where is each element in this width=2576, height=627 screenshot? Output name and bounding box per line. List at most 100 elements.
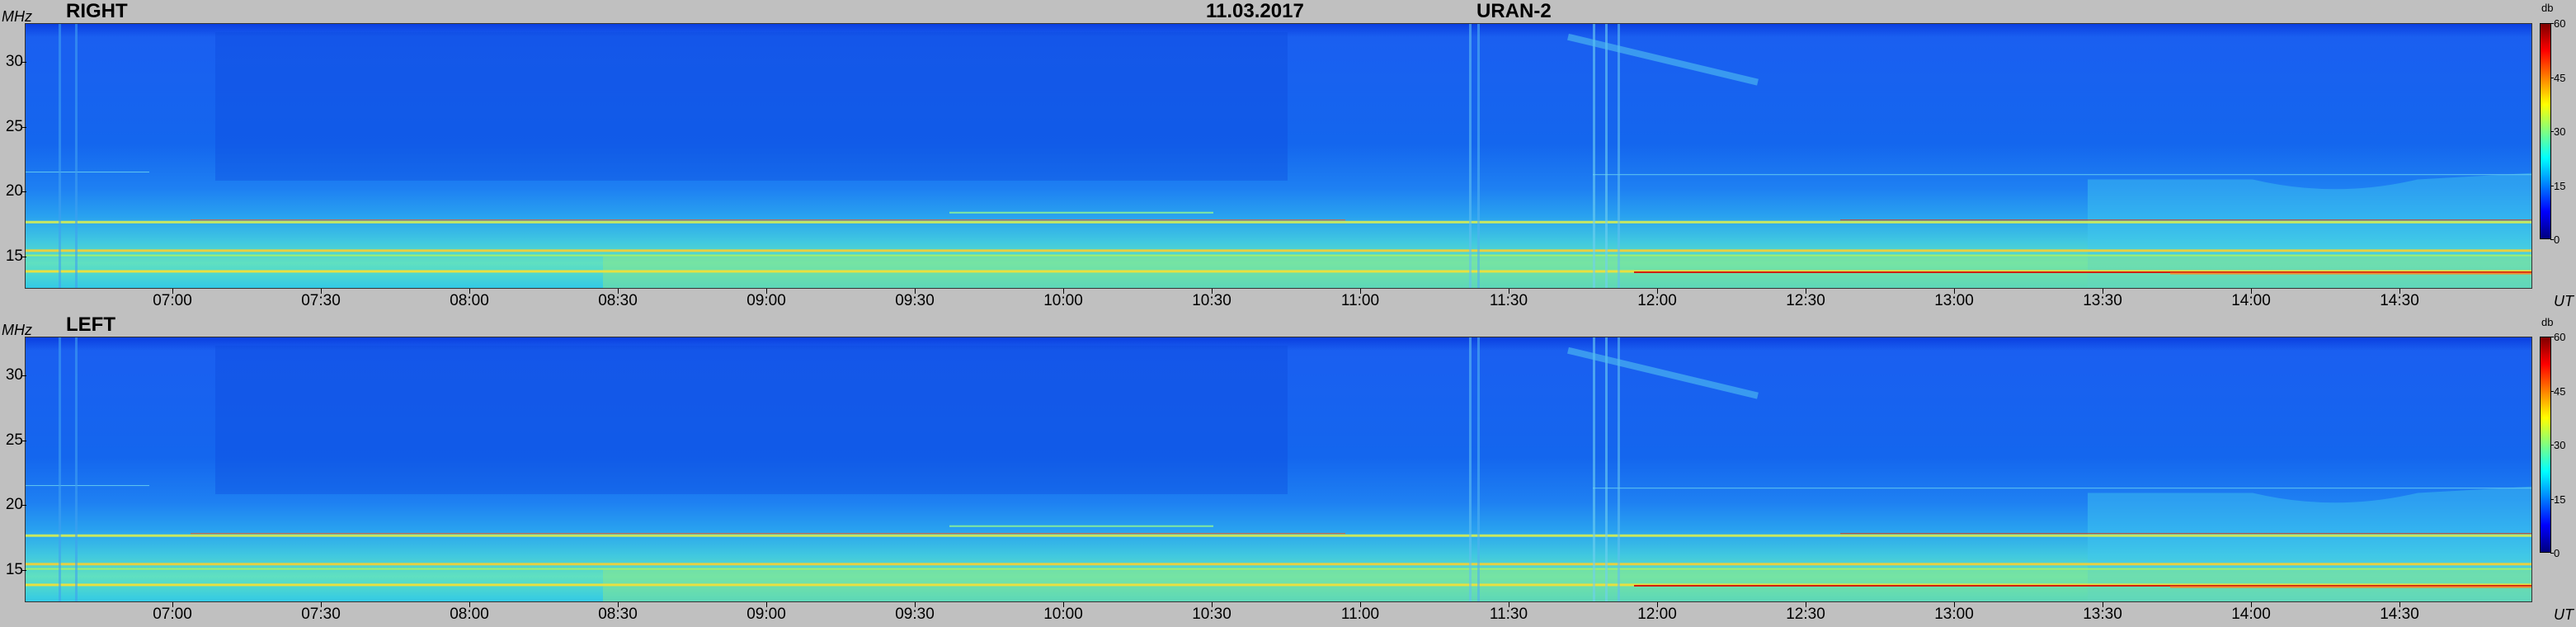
interference-band: [26, 249, 2531, 252]
drifting-burst: [1567, 346, 1759, 399]
x-tick-label: 07:30: [301, 606, 341, 623]
x-tick-label: 13:30: [2083, 292, 2122, 309]
colorbar-tick-mark: [2550, 553, 2554, 554]
colorbar-tick-label: 15: [2554, 179, 2566, 192]
vertical-burst: [1477, 24, 1480, 288]
interference-band: [2170, 272, 2531, 275]
vertical-burst: [1618, 24, 1620, 288]
x-tick-mark: [2399, 289, 2400, 294]
interference-band: [26, 583, 2531, 587]
x-tick-mark: [618, 602, 619, 607]
spectrogram-background: [26, 337, 2531, 601]
instrument-title: URAN-2: [1476, 0, 1552, 22]
y-tick-label: 15: [5, 247, 23, 265]
colorbar-tick-mark: [2550, 23, 2554, 24]
interference-band: [26, 220, 2531, 224]
colorbar-tick-mark: [2550, 390, 2554, 392]
interference-band: [1634, 271, 2531, 274]
y-tick-mark: [21, 569, 26, 571]
x-tick-mark: [1954, 289, 1955, 294]
colorbar-tick-mark: [2550, 498, 2554, 500]
x-tick-mark: [2399, 602, 2400, 607]
x-tick-mark: [766, 289, 767, 294]
colorbar-tick-label: 60: [2554, 331, 2566, 343]
interference-band: [1593, 174, 2531, 176]
interference-band: [191, 533, 1345, 535]
y-tick-mark: [21, 62, 26, 64]
interference-band: [26, 270, 2531, 273]
interference-band: [949, 525, 1213, 527]
x-tick-label: 10:30: [1192, 606, 1231, 623]
x-tick-label: 07:00: [153, 292, 192, 309]
x-tick-label: 09:00: [746, 292, 786, 309]
y-tick-mark: [21, 126, 26, 128]
vertical-burst: [1605, 24, 1608, 288]
y-tick-mark: [21, 375, 26, 377]
y-axis-unit-left: MHz: [2, 322, 32, 338]
x-tick-mark: [915, 602, 916, 607]
vertical-burst: [75, 24, 78, 288]
low-intensity-region: [215, 346, 1288, 494]
colorbar-tick-mark: [2550, 239, 2554, 240]
interference-band: [191, 219, 1345, 221]
colorbar-tick-label: 0: [2554, 547, 2560, 559]
x-tick-mark: [469, 602, 470, 607]
y-tick-label: 15: [5, 560, 23, 578]
vertical-burst: [1593, 24, 1595, 288]
x-tick-label: 14:00: [2231, 292, 2271, 309]
drifting-burst: [1567, 33, 1759, 86]
x-tick-label: 10:00: [1043, 606, 1083, 623]
x-tick-mark: [172, 602, 173, 607]
vertical-burst: [59, 24, 61, 288]
colorbar-tick-label: 15: [2554, 493, 2566, 506]
x-tick-mark: [1063, 602, 1064, 607]
spectrogram-left: [25, 337, 2532, 602]
x-tick-label: 12:30: [1786, 292, 1825, 309]
x-tick-mark: [1954, 602, 1955, 607]
spectrogram-background: [26, 24, 2531, 288]
x-tick-label: 10:30: [1192, 292, 1231, 309]
interference-band: [1634, 585, 2531, 587]
colorbar-tick-label: 30: [2554, 125, 2566, 138]
colorbar-right: [2540, 23, 2551, 239]
enhanced-emission-region: [2088, 172, 2531, 288]
interference-band: [26, 485, 149, 487]
x-tick-label: 13:00: [1934, 292, 1974, 309]
colorbar-tick-mark: [2550, 131, 2554, 132]
x-tick-label: 11:30: [1489, 292, 1528, 309]
x-tick-mark: [172, 289, 173, 294]
x-tick-mark: [321, 602, 322, 607]
x-axis-unit-left: UT: [2554, 606, 2574, 623]
y-tick-label: 30: [5, 366, 23, 384]
x-tick-label: 07:00: [153, 606, 192, 623]
x-tick-label: 13:00: [1934, 606, 1974, 623]
interference-band: [26, 534, 2531, 537]
interference-band: [1840, 533, 2531, 535]
x-tick-mark: [2251, 602, 2252, 607]
vertical-burst: [1469, 24, 1472, 288]
x-tick-mark: [618, 289, 619, 294]
x-tick-label: 11:00: [1340, 292, 1380, 309]
x-tick-label: 14:30: [2380, 606, 2419, 623]
x-tick-label: 12:00: [1637, 292, 1677, 309]
y-tick-mark: [21, 505, 26, 507]
spectrogram-right: [25, 23, 2532, 289]
interference-band: [1840, 219, 2531, 221]
low-intensity-region: [215, 32, 1288, 181]
x-tick-mark: [766, 602, 767, 607]
x-tick-mark: [1360, 289, 1361, 294]
x-tick-label: 09:30: [895, 606, 935, 623]
x-tick-mark: [469, 289, 470, 294]
vertical-burst: [75, 337, 78, 601]
x-tick-label: 12:00: [1637, 606, 1677, 623]
x-tick-mark: [1212, 289, 1213, 294]
colorbar-tick-label: 60: [2554, 17, 2566, 30]
y-tick-label: 20: [5, 182, 23, 200]
colorbar-unit-right: db: [2541, 2, 2554, 14]
vertical-burst: [59, 337, 61, 601]
x-tick-mark: [1063, 289, 1064, 294]
colorbar-unit-left: db: [2541, 316, 2554, 328]
x-tick-label: 13:30: [2083, 606, 2122, 623]
interference-band: [2170, 586, 2531, 588]
colorbar-tick-mark: [2550, 445, 2554, 446]
